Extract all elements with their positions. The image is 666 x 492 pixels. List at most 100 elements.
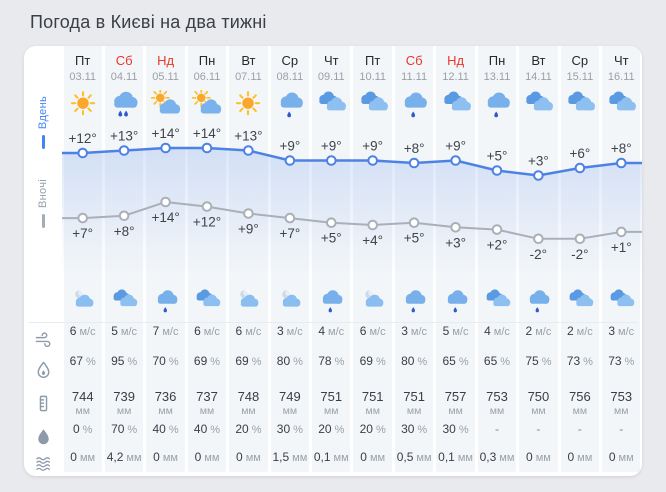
night-weather-icon-moon-cloud bbox=[269, 280, 310, 320]
day-weather-icon-clouds bbox=[352, 88, 393, 120]
svg-text:+7°: +7° bbox=[72, 226, 93, 241]
pressure-value: 753 мм bbox=[610, 388, 633, 417]
day-weather-icon-rain-1 bbox=[476, 88, 517, 120]
wind-value: 5 м/с bbox=[111, 324, 138, 338]
day-header[interactable]: Сб 11.11 bbox=[393, 46, 434, 88]
day-name: Сб bbox=[405, 53, 423, 68]
wind-value: 3 м/с bbox=[401, 324, 428, 338]
precip-amount-icon bbox=[24, 450, 62, 476]
day-date: 16.11 bbox=[607, 71, 635, 83]
day-date: 06.11 bbox=[193, 71, 221, 83]
svg-text:+5°: +5° bbox=[404, 231, 425, 246]
day-weather-icon-sun-cloud bbox=[145, 88, 186, 120]
day-weather-icon-clouds bbox=[559, 88, 600, 120]
wind-value: 6 м/с bbox=[69, 324, 96, 338]
svg-text:+5°: +5° bbox=[487, 148, 508, 163]
tab-night[interactable]: Вночі bbox=[37, 179, 49, 229]
precip-amount-value: 0,5 мм bbox=[396, 450, 432, 464]
tab-day[interactable]: Вдень bbox=[37, 96, 49, 150]
day-header[interactable]: Вт 14.11 bbox=[518, 46, 559, 88]
pressure-value: 744 мм bbox=[71, 388, 94, 417]
humidity-value: 80% bbox=[401, 354, 428, 368]
pressure-value: 739 мм bbox=[113, 388, 135, 417]
day-header[interactable]: Пт 10.11 bbox=[352, 46, 393, 88]
day-header[interactable]: Вт 07.11 bbox=[228, 46, 269, 88]
precip-amount-value: 4,2 мм bbox=[106, 450, 142, 464]
day-header[interactable]: Сб 04.11 bbox=[103, 46, 144, 88]
day-date: 08.11 bbox=[276, 71, 304, 83]
day-date: 07.11 bbox=[235, 71, 262, 83]
svg-text:-2°: -2° bbox=[571, 247, 588, 262]
day-date: 15.11 bbox=[566, 71, 594, 83]
precip-amount-value: 0 мм bbox=[360, 450, 386, 464]
precip-chance-value: 20% bbox=[318, 422, 345, 436]
wind-value: 4 м/с bbox=[484, 324, 510, 338]
day-date: 13.11 bbox=[483, 71, 511, 83]
day-header[interactable]: Чт 09.11 bbox=[311, 46, 352, 88]
precip-amount-value: 0,3 мм bbox=[479, 450, 515, 464]
night-weather-icon-clouds bbox=[559, 280, 600, 320]
day-date: 03.11 bbox=[69, 71, 97, 83]
forecast-table: Вдень Вночі +12° +7° +13° +8° +14° +14° +14° +1… bbox=[24, 46, 642, 476]
day-name: Сб bbox=[115, 53, 133, 68]
precip-amount-value: 0 мм bbox=[236, 450, 261, 464]
svg-text:+9°: +9° bbox=[238, 221, 259, 236]
wind-value: 3 м/с bbox=[276, 324, 303, 338]
wind-value: 4 м/с bbox=[318, 324, 345, 338]
night-weather-icon-moon-cloud bbox=[228, 280, 269, 320]
precip-amount-value: 1,5 мм bbox=[272, 450, 308, 464]
day-header[interactable]: Нд 12.11 bbox=[435, 46, 476, 88]
humidity-value: 80% bbox=[276, 354, 303, 368]
humidity-value: 70% bbox=[152, 354, 179, 368]
pressure-value: 749 мм bbox=[279, 388, 301, 417]
forecast-card: Вдень Вночі +12° +7° +13° +8° +14° +14° +14° +1… bbox=[24, 46, 642, 476]
precip-chance-value: - bbox=[619, 422, 624, 436]
precip-chance-value: 30% bbox=[401, 422, 428, 436]
precip-chance-value: 20% bbox=[359, 422, 386, 436]
night-weather-icon-rain-1 bbox=[435, 280, 476, 320]
svg-text:+8°: +8° bbox=[611, 141, 632, 156]
precip-chance-value: - bbox=[536, 422, 541, 436]
svg-text:+1°: +1° bbox=[611, 240, 632, 255]
day-name: Нд bbox=[157, 53, 175, 68]
tab-day-indicator bbox=[41, 135, 45, 150]
day-name: Вт bbox=[531, 53, 546, 68]
day-header[interactable]: Ср 15.11 bbox=[559, 46, 600, 88]
precip-amount-value: 0 мм bbox=[153, 450, 178, 464]
svg-text:+5°: +5° bbox=[321, 231, 342, 246]
precip-amount-value: 0,1 мм bbox=[313, 450, 349, 464]
day-name: Пт bbox=[365, 53, 381, 68]
day-header[interactable]: Пн 13.11 bbox=[476, 46, 517, 88]
day-header[interactable]: Чт 16.11 bbox=[601, 46, 642, 88]
humidity-value: 69% bbox=[193, 354, 221, 368]
night-weather-icon-moon-cloud bbox=[352, 280, 393, 320]
precip-chance-value: 20% bbox=[235, 422, 262, 436]
day-weather-icon-clouds bbox=[311, 88, 352, 120]
svg-text:+7°: +7° bbox=[280, 226, 301, 241]
night-weather-icon-rain-1 bbox=[518, 280, 559, 320]
humidity-value: 73% bbox=[566, 354, 593, 368]
svg-text:+13°: +13° bbox=[110, 128, 138, 143]
page-title: Погода в Києві на два тижні bbox=[30, 12, 267, 32]
wind-value: 6 м/с bbox=[359, 324, 386, 338]
day-header[interactable]: Пн 06.11 bbox=[186, 46, 227, 88]
tab-night-label: Вночі bbox=[37, 179, 49, 209]
humidity-value: 95% bbox=[111, 354, 138, 368]
svg-text:+6°: +6° bbox=[569, 146, 590, 161]
day-header[interactable]: Ср 08.11 bbox=[269, 46, 310, 88]
humidity-value: 65% bbox=[483, 354, 511, 368]
tab-day-label: Вдень bbox=[37, 96, 49, 130]
day-weather-icon-sun-cloud bbox=[186, 88, 227, 120]
pressure-value: 750 мм bbox=[527, 388, 550, 417]
day-header[interactable]: Пт 03.11 bbox=[62, 46, 103, 88]
day-header[interactable]: Нд 05.11 bbox=[145, 46, 186, 88]
temperature-chart: +12° +7° +13° +8° +14° +14° +14° +12° +13° +9° +9°… bbox=[62, 120, 642, 280]
day-weather-icon-sun bbox=[228, 88, 269, 120]
precip-amount-value: 0 мм bbox=[70, 450, 96, 464]
day-weather-icon-sun bbox=[62, 88, 103, 120]
day-name: Нд bbox=[447, 53, 465, 68]
day-weather-icon-rain-2 bbox=[103, 88, 144, 120]
wind-icon bbox=[24, 324, 62, 354]
pressure-icon bbox=[24, 384, 62, 422]
